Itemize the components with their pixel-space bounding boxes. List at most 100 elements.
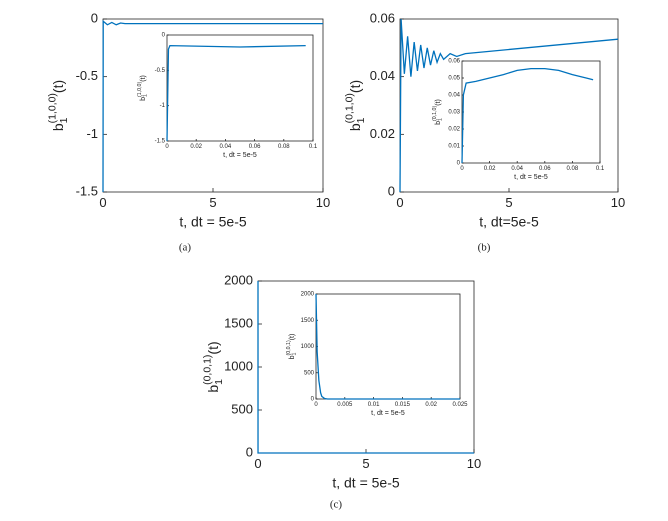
y-tick-label: 0: [162, 33, 166, 39]
panel-caption: (a): [179, 242, 192, 254]
y-label-sup: (0,0,1): [201, 355, 213, 385]
y-tick-label: 2000: [301, 292, 315, 298]
y-tick-label: 0.02: [370, 126, 395, 141]
panel-caption: (c): [330, 499, 343, 511]
y-axis-label: b1(1,0,0)(t): [46, 80, 69, 131]
y-tick-label: -1.5: [76, 183, 98, 198]
inset-chart: 0 0.005 0.01 0.015 0.02 0.025 0 500 1000 1500 2000…: [286, 292, 468, 417]
y-tick-label: 0.06: [448, 59, 460, 65]
y-label-base: b: [205, 385, 221, 393]
y-tick-label: 0.03: [448, 110, 460, 116]
y-label-sub: 1: [438, 118, 444, 121]
x-tick-label: 0: [396, 195, 403, 210]
inset-chart: 0 0.02 0.04 0.06 0.08 0.1 0 -0.5 -1 -1.5 t, dt = 5…: [137, 33, 318, 159]
y-tick-label: -0.5: [76, 68, 98, 83]
x-tick-label: 5: [362, 456, 369, 471]
x-tick-label: 0.06: [249, 144, 261, 150]
y-tick-label: 0.06: [370, 10, 395, 25]
y-axis-label: b1(0,1,0)(t): [343, 80, 366, 131]
plot-area: [461, 60, 601, 164]
x-axis-label: t, dt = 5e-5: [371, 410, 405, 417]
y-tick-label: 1000: [301, 344, 315, 350]
y-tick-label: 0: [388, 183, 395, 198]
y-tick-label: 2000: [224, 272, 253, 287]
y-tick-label: 0.04: [370, 68, 395, 83]
x-tick-label: 0.02: [190, 144, 202, 150]
y-tick-label: 0.01: [448, 144, 460, 150]
y-label-base: b: [347, 123, 363, 131]
y-label-sub: 1: [143, 94, 149, 97]
x-tick-label: 5: [209, 195, 216, 210]
y-label-sup: (1,0,0): [137, 82, 143, 97]
data-line: [461, 68, 594, 164]
y-axis-label: b1(0,0,1)(t): [286, 334, 298, 360]
y-tick-label: -1: [86, 126, 98, 141]
y-axis-label: b1(0,1,0)(t): [432, 99, 444, 125]
y-label-tail: (t): [50, 80, 66, 93]
y-tick-label: 0: [311, 397, 315, 403]
x-tick-label: 10: [316, 195, 330, 210]
y-axis-label: b1(0,0,1)(t): [201, 341, 224, 392]
x-tick-label: 0.04: [511, 166, 523, 172]
y-tick-label: 1500: [301, 318, 315, 324]
plot-area: [315, 293, 461, 400]
y-label-tail: (t): [435, 99, 442, 106]
y-label-tail: (t): [205, 341, 221, 354]
x-axis-label: t, dt=5e-5: [479, 214, 539, 230]
x-axis-label: t, dt = 5e-5: [223, 152, 257, 159]
x-tick-label: 0: [460, 166, 464, 172]
y-label-tail: (t): [289, 334, 296, 341]
data-line: [315, 293, 460, 400]
x-tick-label: 0: [314, 402, 318, 408]
y-tick-label: 500: [304, 370, 315, 376]
y-tick-label: -1.5: [155, 139, 166, 145]
x-tick-label: 0.02: [484, 166, 496, 172]
panel-caption: (b): [478, 242, 491, 254]
y-label-sup: (0,1,0): [343, 93, 355, 123]
y-label-tail: (t): [140, 75, 147, 82]
x-tick-label: 0.005: [337, 402, 353, 408]
y-label-base: b: [140, 97, 147, 101]
x-tick-label: 0.08: [278, 144, 290, 150]
x-axis-label: t, dt = 5e-5: [332, 475, 400, 491]
y-tick-label: 0: [457, 161, 461, 167]
data-line: [166, 44, 306, 142]
x-tick-label: 5: [505, 195, 512, 210]
plot-area: [166, 34, 314, 142]
y-label-sup: (1,0,0): [46, 93, 58, 123]
y-tick-label: -1: [160, 103, 166, 109]
x-tick-label: 0.02: [425, 402, 437, 408]
y-tick-label: 500: [231, 401, 253, 416]
x-axis-label: t, dt = 5e-5: [179, 214, 247, 230]
y-tick-label: -0.5: [155, 68, 166, 74]
y-tick-label: 0.05: [448, 76, 460, 82]
x-tick-label: 0: [99, 195, 106, 210]
data-line: [257, 280, 474, 454]
x-tick-label: 0: [165, 144, 169, 150]
y-axis-label: b1(1,0,0)(t): [137, 75, 149, 101]
y-label-base: b: [435, 121, 442, 125]
x-tick-label: 10: [467, 456, 481, 471]
x-tick-label: 0.04: [220, 144, 232, 150]
y-label-sup: (0,0,1): [286, 340, 292, 355]
inset-chart: 0 0.02 0.04 0.06 0.08 0.1 0 0.01 0.02 0.03 0.04 0.0…: [432, 59, 605, 181]
y-label-sub: 1: [58, 117, 70, 123]
x-tick-label: 0.01: [368, 402, 380, 408]
y-tick-label: 0.02: [448, 127, 460, 133]
y-tick-label: 0: [246, 444, 253, 459]
y-label-tail: (t): [347, 80, 363, 93]
data-line: [102, 19, 323, 193]
y-tick-label: 1000: [224, 358, 253, 373]
y-label-sup: (0,1,0): [432, 106, 438, 121]
y-tick-label: 0: [91, 10, 98, 25]
x-tick-label: 0.08: [567, 166, 579, 172]
y-label-base: b: [289, 355, 296, 359]
data-line: [399, 18, 619, 193]
x-tick-label: 0.1: [596, 166, 605, 172]
x-tick-label: 0.06: [539, 166, 551, 172]
y-tick-label: 1500: [224, 315, 253, 330]
x-axis-label: t, dt = 5e-5: [514, 174, 548, 181]
x-tick-label: 0: [254, 456, 261, 471]
x-tick-label: 0.015: [395, 402, 411, 408]
